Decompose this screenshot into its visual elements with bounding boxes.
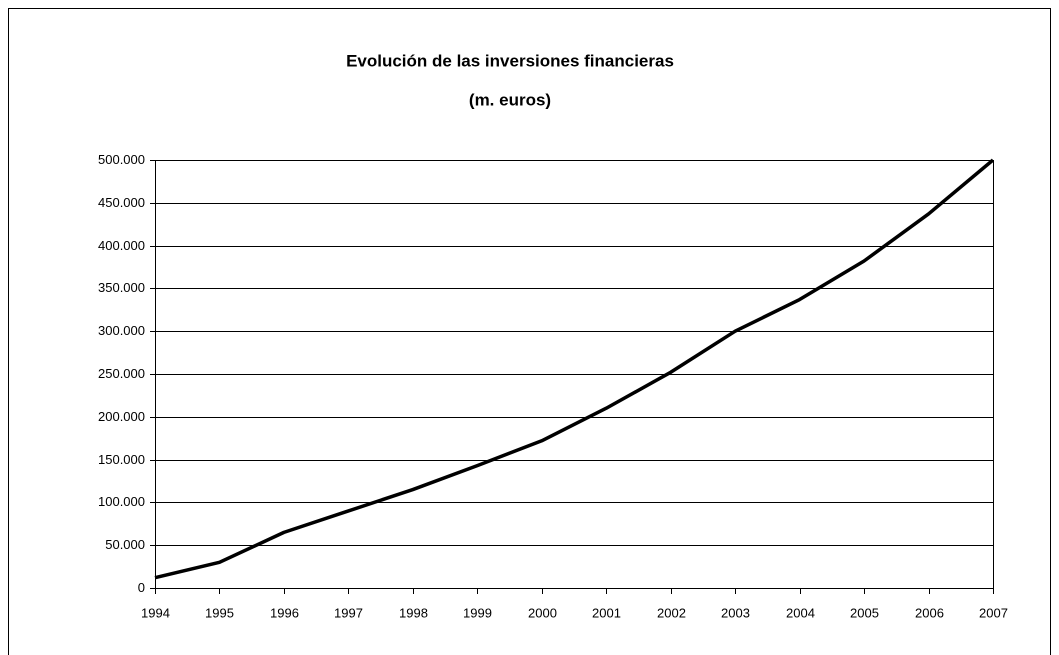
x-tick-label: 2005 — [850, 605, 879, 620]
y-tick-label: 500.000 — [98, 152, 145, 167]
x-tick-label: 2007 — [979, 605, 1008, 620]
y-tick-label: 300.000 — [98, 323, 145, 338]
y-tick-label: 100.000 — [98, 494, 145, 509]
chart-title: Evolución de las inversiones financieras — [346, 51, 674, 70]
y-tick-label: 250.000 — [98, 366, 145, 381]
x-tick-label: 2003 — [721, 605, 750, 620]
x-tick-label: 1995 — [205, 605, 234, 620]
x-tick-label: 1998 — [399, 605, 428, 620]
plot-border — [155, 160, 994, 589]
x-tick-label: 2004 — [786, 605, 815, 620]
y-tick-label: 150.000 — [98, 452, 145, 467]
chart-subtitle: (m. euros) — [469, 90, 551, 109]
y-tick-label: 350.000 — [98, 280, 145, 295]
x-tick-label: 1999 — [463, 605, 492, 620]
y-tick-label: 200.000 — [98, 409, 145, 424]
x-tick-label: 2006 — [915, 605, 944, 620]
y-tick-label: 50.000 — [105, 537, 145, 552]
x-tick-label: 2000 — [528, 605, 557, 620]
x-tick-label: 1997 — [334, 605, 363, 620]
data-line — [154, 158, 995, 580]
x-tick-label: 2001 — [592, 605, 621, 620]
x-tick-label: 2002 — [657, 605, 686, 620]
x-tick-label: 1994 — [141, 605, 170, 620]
x-tick-label: 1996 — [270, 605, 299, 620]
y-tick-label: 450.000 — [98, 195, 145, 210]
y-tick-label: 0 — [138, 580, 145, 595]
y-tick-label: 400.000 — [98, 238, 145, 253]
chart-frame — [8, 8, 1051, 655]
